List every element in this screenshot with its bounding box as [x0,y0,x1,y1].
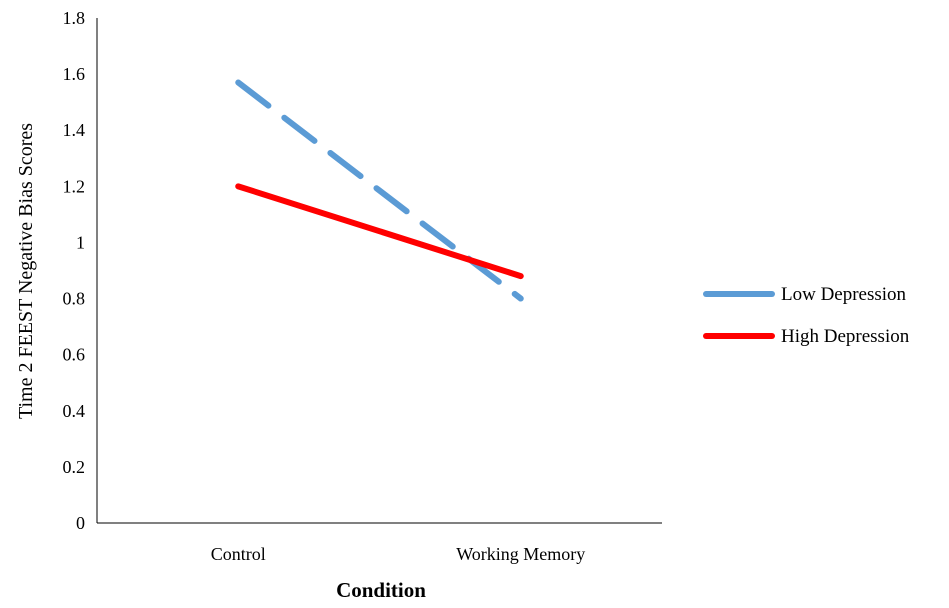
series-lines [235,79,524,302]
y-tick-label: 1 [76,232,85,252]
x-tick-label: Working Memory [456,544,585,564]
x-tick-label: Control [211,544,266,564]
series-line-high-depression [235,183,524,280]
legend: Low Depression High Depression [703,284,910,347]
y-tick-label: 0.4 [63,401,86,421]
x-axis-title: Condition [336,578,426,602]
y-tick-label: 1.2 [63,176,86,196]
y-tick-label: 1.6 [63,64,86,84]
x-tick-labels: Control Working Memory [211,544,586,564]
y-tick-label: 0.2 [63,457,86,477]
y-tick-label: 0.6 [63,345,86,365]
y-axis-title: Time 2 FEEST Negative Bias Scores [15,123,37,419]
legend-label: High Depression [781,326,910,347]
y-tick-label: 0.8 [63,289,86,309]
y-tick-label: 1.4 [63,120,86,140]
legend-label: Low Depression [781,284,907,305]
y-tick-labels: 0 0.2 0.4 0.6 0.8 1 1.2 1.4 1.6 1.8 [63,8,86,533]
y-tick-label: 0 [76,513,85,533]
series-line-low-depression [235,79,524,302]
y-tick-label: 1.8 [63,8,86,28]
